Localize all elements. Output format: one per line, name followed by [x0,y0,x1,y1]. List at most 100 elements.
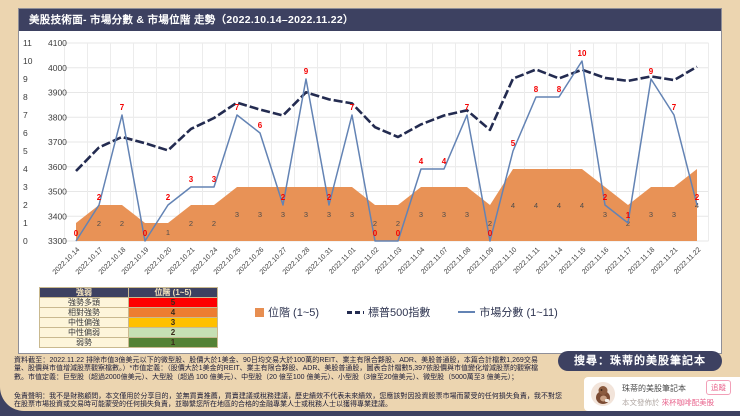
svg-text:10: 10 [578,49,587,58]
strength-table-row: 中性偏強 3 [39,317,218,328]
svg-text:3: 3 [672,210,676,219]
svg-text:3800: 3800 [48,112,67,122]
svg-text:2: 2 [488,219,492,228]
svg-text:5: 5 [511,139,516,148]
tier-value: 1 [128,337,218,348]
author-name: 珠蒂的美股筆記本 [622,384,686,393]
svg-text:4100: 4100 [48,38,67,48]
score-line [75,60,698,242]
svg-text:9: 9 [304,67,309,76]
svg-text:3400: 3400 [48,211,67,221]
tier-header: 位階 (1~5) [128,287,218,298]
published-line: 本文發佈於 來杯咖啡配美股 [622,397,714,408]
svg-text:4: 4 [534,201,538,210]
published-channel-link[interactable]: 來杯咖啡配美股 [661,398,715,407]
svg-text:8: 8 [23,92,28,102]
date-axis-labels: 2022.10.142022.10.172022.10.182022.10.19… [52,246,703,276]
strength-tier-table: 強弱 位階 (1~5) 強勢多頭 5 相對強勢 4 中性偏強 3 中性偏弱 2 弱勢 1 [39,287,218,348]
svg-text:3: 3 [23,182,28,192]
data-note-text: 資料截至：2022.11.22 排除市值3億美元以下的微型股、股價大於1美金、9… [14,357,538,381]
legend-item-sp500: 標普500指數 [347,304,430,320]
svg-text:7: 7 [23,110,28,120]
svg-text:3: 3 [235,210,239,219]
svg-text:3500: 3500 [48,187,67,197]
svg-text:2: 2 [212,219,216,228]
svg-text:3900: 3900 [48,88,67,98]
svg-text:2: 2 [23,200,28,210]
svg-text:0: 0 [23,236,28,246]
svg-text:3: 3 [304,210,308,219]
svg-text:2: 2 [695,193,700,202]
disclaimer-text: 免責聲明：我不是財務顧問，本文僅用於分享目的，並無買賣推薦，買賣建議或稅務建議，… [14,393,562,409]
strength-table-row: 弱勢 1 [39,337,218,348]
tier-value: 5 [128,297,218,308]
strength-header: 強弱 [39,287,129,298]
svg-text:0: 0 [488,229,493,238]
strength-table-body: 強勢多頭 5 相對強勢 4 中性偏強 3 中性偏弱 2 弱勢 1 [39,297,218,348]
strength-table-row: 中性偏弱 2 [39,327,218,338]
sp500-line [75,65,698,172]
svg-text:7: 7 [672,103,677,112]
svg-text:0: 0 [373,229,378,238]
strength-label: 中性偏強 [39,317,129,328]
tier-value: 3 [128,317,218,328]
svg-text:4: 4 [419,157,424,166]
avatar-bird-icon [591,382,615,406]
svg-text:0: 0 [143,229,148,238]
svg-text:2: 2 [281,193,286,202]
price-axis-labels: 3300 3400 3500 3600 3700 3800 3900 4000 4100 [48,38,67,246]
svg-text:4000: 4000 [48,63,67,73]
svg-text:6: 6 [258,121,263,130]
svg-text:9: 9 [649,67,654,76]
strength-label: 相對強勢 [39,307,129,318]
legend-label-tier: 位階 (1~5) [268,307,320,319]
svg-text:4: 4 [511,201,515,210]
svg-text:7: 7 [120,103,125,112]
svg-text:8: 8 [534,85,539,94]
follow-button[interactable]: 追蹤 [706,380,731,395]
svg-text:3: 3 [189,175,194,184]
svg-text:1: 1 [166,228,170,237]
svg-text:3: 3 [258,210,262,219]
svg-text:7: 7 [350,103,355,112]
svg-text:3: 3 [281,210,285,219]
tier-value: 2 [128,327,218,338]
svg-text:2: 2 [97,193,102,202]
author-card: 珠蒂的美股筆記本 追蹤 本文發佈於 來杯咖啡配美股 [584,377,740,411]
svg-text:11: 11 [23,38,32,48]
svg-text:6: 6 [23,128,28,138]
svg-text:3: 3 [442,210,446,219]
svg-text:4: 4 [23,164,28,174]
svg-text:3: 3 [350,210,354,219]
chart-legend: 位階 (1~5) 標普500指數 市場分數 (1~11) [255,303,558,321]
dashed-line-swatch-icon [347,310,365,314]
legend-label-sp500: 標普500指數 [368,307,431,319]
chart-title: 美股技術面- 市場分數 & 市場位階 走勢（2022.10.14–2022.11… [19,9,721,31]
svg-text:2: 2 [120,219,124,228]
svg-text:8: 8 [557,85,562,94]
svg-text:2: 2 [603,193,608,202]
svg-text:2: 2 [97,219,101,228]
legend-item-score: 市場分數 (1~11) [458,304,558,320]
published-prefix: 本文發佈於 [622,398,662,407]
solid-line-swatch-icon [458,311,476,313]
svg-text:2: 2 [166,193,171,202]
svg-text:3300: 3300 [48,236,67,246]
svg-text:0: 0 [74,229,79,238]
svg-text:0: 0 [396,229,401,238]
svg-text:4: 4 [557,201,561,210]
svg-text:2: 2 [396,219,400,228]
svg-text:7: 7 [235,103,240,112]
strength-label: 中性偏弱 [39,327,129,338]
svg-text:10: 10 [23,56,33,66]
svg-text:3: 3 [327,210,331,219]
svg-text:3: 3 [419,210,423,219]
svg-text:4: 4 [695,201,699,210]
svg-text:3600: 3600 [48,162,67,172]
tier-area [76,169,697,241]
legend-label-score: 市場分數 (1~11) [479,307,558,319]
search-cta-pill[interactable]: 搜尋：珠蒂的美股筆記本 [558,351,722,371]
strength-table-row: 強勢多頭 5 [39,297,218,308]
